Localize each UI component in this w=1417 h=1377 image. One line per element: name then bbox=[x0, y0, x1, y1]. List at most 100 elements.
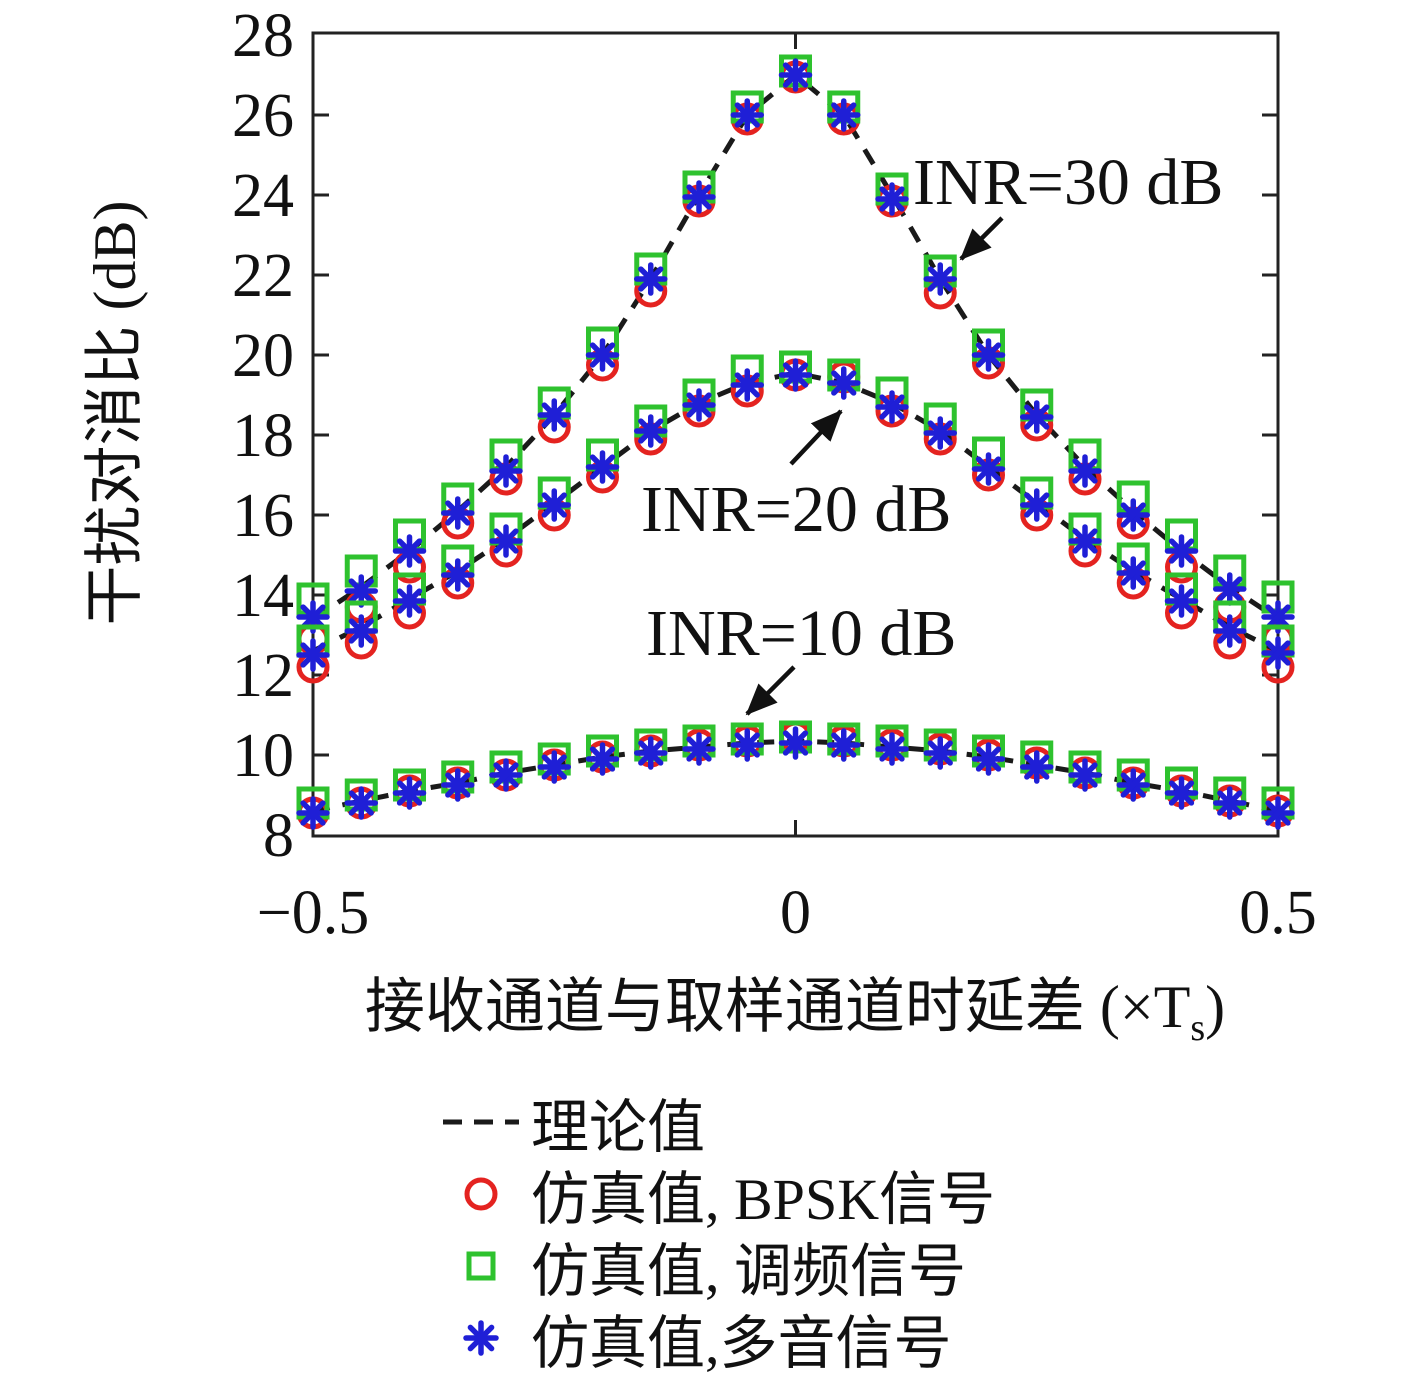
y-tick-label: 18 bbox=[232, 402, 294, 470]
legend-row-theory: 理论值 bbox=[437, 1086, 995, 1160]
data-point-asterisk bbox=[778, 726, 813, 760]
x-tick-label: 0 bbox=[780, 879, 811, 947]
data-point-asterisk bbox=[1213, 786, 1247, 820]
data-point-asterisk bbox=[875, 390, 909, 424]
data-point-asterisk bbox=[923, 416, 957, 450]
legend-row-bpsk: 仿真值, BPSK信号 bbox=[437, 1158, 995, 1232]
data-point-asterisk bbox=[441, 558, 475, 592]
data-point-asterisk bbox=[441, 496, 475, 530]
data-point-asterisk bbox=[441, 768, 475, 802]
data-point-asterisk bbox=[1164, 776, 1199, 810]
data-point-asterisk bbox=[344, 614, 378, 648]
y-tick-label: 20 bbox=[232, 322, 294, 390]
plot-frame-group bbox=[311, 31, 1280, 838]
legend-label-fm: 仿真值, 调频信号 bbox=[531, 1239, 967, 1304]
legend-label-theory: 理论值 bbox=[531, 1095, 706, 1160]
x-tick-label: 0.5 bbox=[1239, 879, 1317, 947]
data-point-asterisk bbox=[537, 750, 571, 784]
data-point-asterisk bbox=[778, 358, 813, 392]
data-point-asterisk bbox=[971, 338, 1006, 372]
data-point-asterisk bbox=[923, 262, 957, 296]
data-point-asterisk bbox=[1068, 454, 1102, 488]
data-point-asterisk bbox=[489, 758, 523, 792]
data-point-asterisk bbox=[971, 452, 1006, 486]
data-point-asterisk bbox=[634, 414, 668, 448]
data-point-asterisk bbox=[1020, 488, 1054, 522]
inr10-annotation-arrow bbox=[745, 665, 796, 716]
data-point-asterisk bbox=[392, 776, 427, 810]
x-axis-title-text: 接收通道与取样通道时延差 (×T bbox=[364, 974, 1191, 1040]
data-point-asterisk bbox=[1068, 524, 1102, 558]
data-point-asterisk bbox=[1164, 534, 1199, 568]
data-point-asterisk bbox=[827, 366, 861, 400]
data-point-asterisk bbox=[827, 98, 861, 132]
x-axis-title-subscript: s bbox=[1190, 1007, 1206, 1049]
data-point-asterisk bbox=[1068, 758, 1102, 792]
data-point-asterisk bbox=[489, 524, 523, 558]
data-point-asterisk bbox=[875, 182, 909, 216]
y-tick-label: 12 bbox=[232, 642, 294, 710]
dashed-line-icon bbox=[437, 1115, 525, 1129]
y-tick-label: 8 bbox=[263, 802, 294, 870]
data-point-asterisk bbox=[634, 262, 668, 296]
data-point-asterisk bbox=[634, 736, 668, 770]
data-point-asterisk bbox=[730, 98, 764, 132]
data-point-asterisk bbox=[344, 574, 378, 608]
x-tick-label: −0.5 bbox=[257, 879, 369, 947]
annotation-inr30: INR=30 dB bbox=[913, 146, 1224, 219]
data-point-asterisk bbox=[296, 638, 330, 672]
data-point-asterisk bbox=[1261, 636, 1295, 670]
data-point-asterisk bbox=[392, 584, 427, 618]
data-point-asterisk bbox=[1020, 750, 1054, 784]
data-point-asterisk bbox=[923, 736, 957, 770]
y-tick-label: 22 bbox=[232, 242, 294, 310]
data-point-asterisk bbox=[1116, 498, 1150, 532]
inr30-annotation-arrow bbox=[959, 216, 1004, 261]
y-tick-label: 10 bbox=[232, 722, 294, 790]
data-point-asterisk bbox=[1164, 584, 1199, 618]
data-point-asterisk bbox=[489, 454, 523, 488]
data-point-asterisk bbox=[344, 786, 378, 820]
red-circle-icon bbox=[437, 1172, 525, 1216]
data-point-asterisk bbox=[296, 796, 330, 830]
data-point-asterisk bbox=[537, 398, 571, 432]
data-point-asterisk bbox=[1261, 796, 1295, 830]
data-point-asterisk bbox=[537, 488, 571, 522]
green-square-icon bbox=[437, 1244, 525, 1288]
data-point-asterisk bbox=[682, 180, 716, 214]
data-point-asterisk bbox=[827, 728, 861, 762]
x-axis-title-close: ) bbox=[1205, 974, 1226, 1040]
data-point-asterisk bbox=[1116, 768, 1150, 802]
data-point-asterisk bbox=[1213, 614, 1247, 648]
data-point-asterisk bbox=[585, 450, 620, 484]
legend: 理论值 仿真值, BPSK信号 仿真值, 调频信号 bbox=[437, 1086, 995, 1376]
data-point-asterisk bbox=[296, 600, 330, 634]
annotation-inr10: INR=10 dB bbox=[646, 597, 957, 670]
y-axis-title: 干扰对消比 (dB) bbox=[82, 200, 148, 626]
data-point-asterisk bbox=[682, 732, 716, 766]
y-tick-label: 28 bbox=[232, 2, 294, 70]
legend-row-fm: 仿真值, 调频信号 bbox=[437, 1230, 995, 1304]
data-point-asterisk bbox=[1213, 572, 1247, 606]
annotation-inr20: INR=20 dB bbox=[641, 473, 952, 546]
data-point-asterisk bbox=[585, 338, 620, 372]
data-point-asterisk bbox=[730, 728, 764, 762]
data-point-asterisk bbox=[730, 368, 764, 402]
legend-label-tone: 仿真值,多音信号 bbox=[531, 1311, 952, 1376]
y-tick-label: 14 bbox=[232, 562, 294, 630]
blue-asterisk-icon bbox=[437, 1316, 525, 1360]
data-point-asterisk bbox=[875, 732, 909, 766]
data-point-asterisk bbox=[971, 742, 1006, 776]
x-axis-title: 接收通道与取样通道时延差 (×Ts) bbox=[280, 972, 1310, 1063]
data-point-asterisk bbox=[778, 58, 813, 92]
data-point-asterisk bbox=[1116, 556, 1150, 590]
data-point-asterisk bbox=[585, 742, 620, 776]
legend-label-bpsk: 仿真值, BPSK信号 bbox=[531, 1167, 996, 1232]
data-point-asterisk bbox=[1261, 600, 1295, 634]
y-tick-label: 16 bbox=[232, 482, 294, 550]
inr20-annotation-arrow bbox=[789, 409, 843, 466]
tick-labels-group: 28 26 24 22 20 18 16 14 12 10 8 −0.5 0 0.5 bbox=[232, 2, 1317, 947]
data-point-asterisk bbox=[392, 534, 427, 568]
